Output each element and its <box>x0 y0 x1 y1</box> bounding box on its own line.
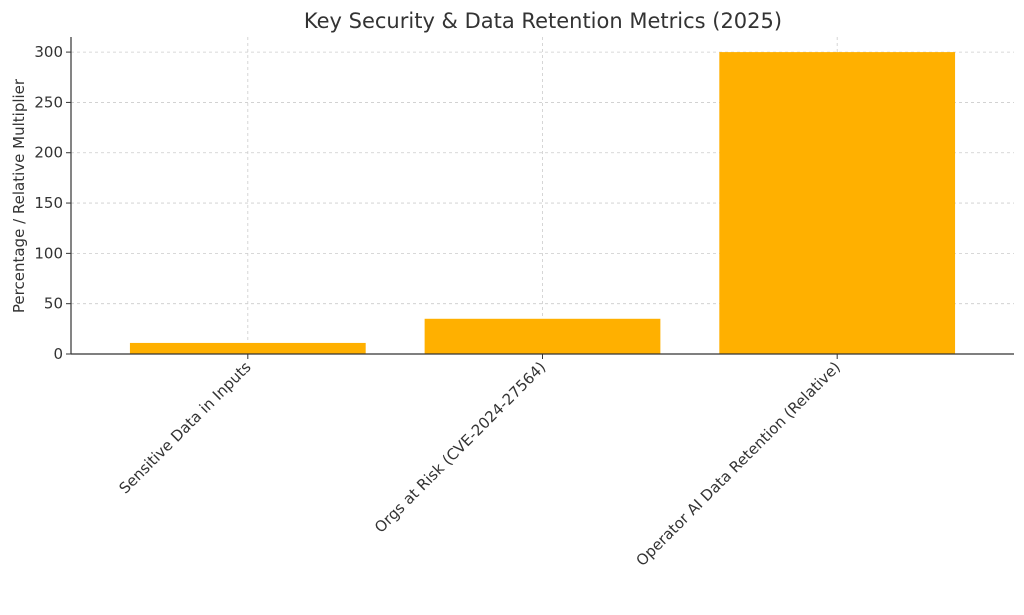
y-tick-label: 100 <box>34 244 63 262</box>
bar-2 <box>424 318 661 354</box>
y-axis-label: Percentage / Relative Multiplier <box>10 78 28 313</box>
y-tick-label: 0 <box>53 345 63 363</box>
x-tick-label: Operator AI Data Retention (Relative) <box>632 358 844 570</box>
x-tick-label: Orgs at Risk (CVE-2024-27564) <box>371 358 549 536</box>
y-tick-label: 200 <box>34 144 63 162</box>
y-tick-label: 300 <box>34 43 63 61</box>
bar-3 <box>719 52 956 354</box>
y-tick-label: 50 <box>44 295 63 313</box>
y-tick-label: 250 <box>34 93 63 111</box>
bars-layer <box>129 52 956 354</box>
chart-title: Key Security & Data Retention Metrics (2… <box>304 9 782 33</box>
x-tick-label: Sensitive Data in Inputs <box>115 358 254 497</box>
y-tick-label: 150 <box>34 194 63 212</box>
bar-1 <box>129 342 366 354</box>
